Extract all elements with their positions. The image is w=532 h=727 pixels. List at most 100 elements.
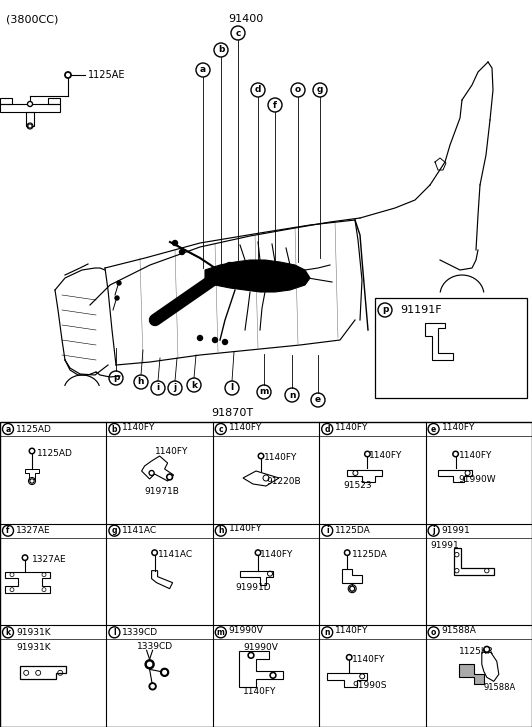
Circle shape — [454, 453, 457, 455]
Circle shape — [152, 550, 157, 555]
Circle shape — [453, 451, 459, 457]
Text: l: l — [230, 384, 234, 393]
Text: m: m — [259, 387, 269, 396]
Text: c: c — [219, 425, 223, 433]
Circle shape — [117, 281, 121, 285]
Text: 91931K: 91931K — [16, 643, 51, 652]
Text: f: f — [273, 100, 277, 110]
Text: n: n — [289, 390, 295, 400]
Circle shape — [151, 472, 153, 474]
Circle shape — [28, 124, 32, 128]
Text: 1140FY: 1140FY — [459, 451, 492, 460]
Circle shape — [29, 449, 35, 454]
Text: 1140FY: 1140FY — [229, 524, 262, 533]
Circle shape — [163, 670, 167, 674]
Circle shape — [364, 451, 370, 457]
Circle shape — [197, 335, 203, 340]
Text: 1140FY: 1140FY — [122, 422, 156, 432]
Circle shape — [212, 337, 218, 342]
Circle shape — [348, 656, 351, 659]
Text: b: b — [112, 425, 117, 433]
Text: 91990V: 91990V — [229, 626, 264, 635]
Text: g: g — [112, 526, 117, 535]
Circle shape — [485, 648, 488, 651]
Text: o: o — [295, 86, 301, 95]
Circle shape — [22, 555, 28, 561]
Text: 1339CD: 1339CD — [122, 628, 159, 637]
Circle shape — [366, 453, 369, 455]
Circle shape — [257, 551, 259, 554]
Text: 91523: 91523 — [343, 481, 372, 491]
Circle shape — [346, 551, 348, 554]
Circle shape — [65, 72, 71, 79]
Text: 91971B: 91971B — [145, 486, 179, 496]
Text: 91931K: 91931K — [16, 628, 51, 637]
Text: 1140FY: 1140FY — [442, 422, 475, 432]
Text: h: h — [138, 377, 144, 387]
Text: 1125KR: 1125KR — [459, 647, 494, 656]
Text: 91990V: 91990V — [243, 643, 278, 652]
Bar — [0, 422, 532, 727]
Polygon shape — [205, 260, 310, 292]
Text: 1140FY: 1140FY — [335, 422, 369, 432]
Text: 1125AD: 1125AD — [16, 425, 52, 433]
Circle shape — [31, 480, 33, 482]
Circle shape — [172, 241, 178, 246]
Circle shape — [222, 340, 228, 345]
Text: l: l — [113, 628, 116, 637]
Text: j: j — [433, 526, 435, 535]
Text: 91870T: 91870T — [211, 408, 253, 418]
Text: 91991: 91991 — [430, 541, 459, 550]
Text: 1140FY: 1140FY — [264, 454, 297, 462]
Text: 1141AC: 1141AC — [157, 550, 193, 559]
Text: 1125AD: 1125AD — [37, 449, 73, 457]
Text: 1140FY: 1140FY — [335, 626, 369, 635]
Text: b: b — [218, 46, 224, 55]
Text: 91220B: 91220B — [266, 478, 301, 486]
Circle shape — [258, 453, 264, 459]
Text: 1140FY: 1140FY — [155, 446, 188, 456]
Circle shape — [346, 654, 352, 660]
Circle shape — [31, 450, 34, 452]
Text: 1140FY: 1140FY — [229, 422, 262, 432]
Text: e: e — [315, 395, 321, 404]
Circle shape — [179, 249, 185, 254]
Circle shape — [260, 455, 262, 457]
Circle shape — [147, 662, 152, 667]
Circle shape — [248, 652, 254, 659]
Text: i: i — [156, 384, 160, 393]
Text: m: m — [217, 628, 225, 637]
Circle shape — [149, 683, 156, 690]
Text: j: j — [173, 384, 177, 393]
Text: 91588A: 91588A — [484, 683, 516, 692]
Circle shape — [30, 479, 34, 483]
Text: 1125AE: 1125AE — [88, 70, 126, 80]
Text: 1125DA: 1125DA — [352, 550, 388, 559]
Text: 91990W: 91990W — [459, 475, 496, 484]
Text: (3800CC): (3800CC) — [6, 14, 59, 24]
Text: k: k — [191, 380, 197, 390]
Text: 91191F: 91191F — [400, 305, 442, 315]
Text: i: i — [326, 526, 329, 535]
Circle shape — [145, 660, 154, 669]
Text: p: p — [113, 374, 119, 382]
Text: 1141AC: 1141AC — [122, 526, 157, 535]
Text: 1140FY: 1140FY — [352, 655, 386, 664]
Text: 91400: 91400 — [228, 14, 264, 24]
Circle shape — [29, 103, 31, 105]
Text: 1339CD: 1339CD — [137, 642, 173, 651]
Circle shape — [484, 646, 490, 652]
Text: e: e — [431, 425, 436, 433]
Text: 91588A: 91588A — [442, 626, 477, 635]
Circle shape — [151, 685, 154, 688]
Circle shape — [161, 668, 169, 676]
Circle shape — [167, 474, 172, 480]
Text: d: d — [325, 425, 330, 433]
Circle shape — [149, 470, 154, 475]
Circle shape — [250, 654, 252, 656]
Circle shape — [344, 550, 350, 555]
Circle shape — [351, 587, 353, 590]
Text: k: k — [5, 628, 11, 637]
Circle shape — [24, 556, 26, 559]
Circle shape — [66, 73, 70, 76]
